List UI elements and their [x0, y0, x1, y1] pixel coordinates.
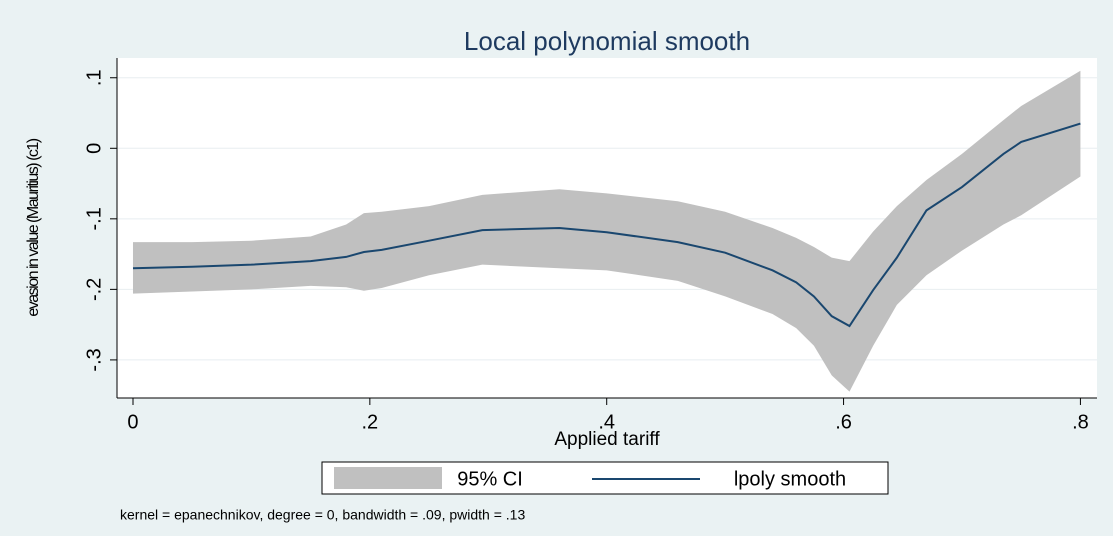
y-tick-label: -.2	[83, 278, 105, 301]
legend-label: 95% CI	[457, 468, 523, 490]
x-tick-label: .2	[362, 411, 379, 433]
legend-label: lpoly smooth	[734, 468, 846, 490]
y-axis-label: evasion in value (Mauritius) (c1)	[25, 138, 42, 316]
x-tick-label: .4	[598, 411, 615, 433]
x-tick-label: .8	[1072, 411, 1089, 433]
y-tick-label: .1	[83, 69, 105, 86]
note: kernel = epanechnikov, degree = 0, bandw…	[120, 507, 525, 523]
x-axis-label: Applied tariff	[554, 429, 660, 450]
plot-layer	[117, 70, 1097, 392]
y-tick-label: -.1	[83, 207, 105, 230]
line	[132, 122, 1081, 328]
x-tick-label: .6	[835, 411, 852, 433]
y-tick-label: 0	[83, 143, 105, 154]
ci-band	[132, 70, 1081, 392]
x-tick-label: 0	[127, 411, 138, 433]
y-tick-label: -.3	[83, 348, 105, 371]
chart-title: Local polynomial smooth	[464, 26, 750, 56]
legend-swatch	[334, 467, 442, 489]
